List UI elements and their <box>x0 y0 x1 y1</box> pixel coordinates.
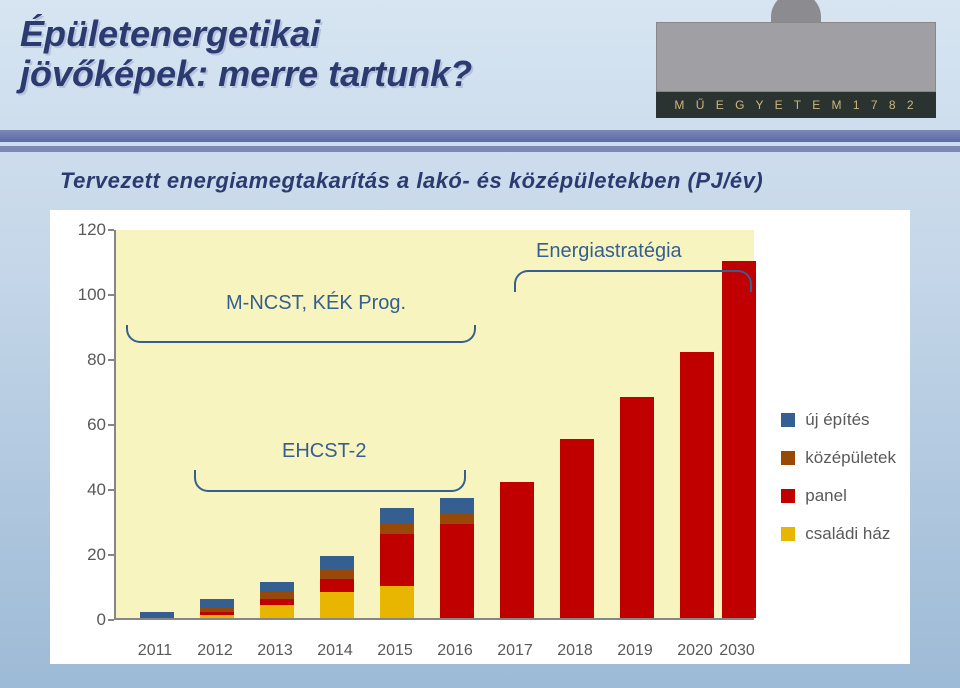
bar-segment-uj_epites <box>440 498 474 514</box>
curly-brace <box>194 470 466 492</box>
bar <box>200 599 234 619</box>
chart-annotation: EHCST-2 <box>282 440 366 463</box>
y-axis-label: 80 <box>60 350 106 370</box>
y-axis-label: 100 <box>60 285 106 305</box>
x-axis-label: 2017 <box>485 642 545 660</box>
curly-brace <box>514 270 752 292</box>
y-tick <box>108 489 114 491</box>
legend-item: családi ház <box>781 524 896 544</box>
x-axis-label: 2030 <box>707 642 767 660</box>
bar <box>500 482 534 619</box>
x-axis-label: 2012 <box>185 642 245 660</box>
curly-brace <box>126 325 476 343</box>
x-axis-label: 2018 <box>545 642 605 660</box>
slide-title: Épületenergetikai jövőképek: merre tartu… <box>20 14 472 93</box>
legend-item: új építés <box>781 410 896 430</box>
bar-segment-panel <box>440 524 474 618</box>
header-rule <box>0 130 960 142</box>
chart-subtitle: Tervezett energiamegtakarítás a lakó- és… <box>60 168 763 194</box>
legend-swatch <box>781 527 795 541</box>
x-axis-label: 2019 <box>605 642 665 660</box>
bar-segment-csaladi_haz <box>380 586 414 619</box>
bar-segment-panel <box>320 579 354 592</box>
bar-segment-panel <box>680 352 714 619</box>
bar <box>440 498 474 618</box>
bar <box>380 508 414 619</box>
legend-label: új építés <box>805 410 869 430</box>
bar-segment-panel <box>560 439 594 618</box>
legend-swatch <box>781 451 795 465</box>
y-axis-label: 20 <box>60 545 106 565</box>
bar <box>680 352 714 619</box>
logo-plaque: M Ű E G Y E T E M 1 7 8 2 <box>656 92 936 118</box>
bar <box>560 439 594 618</box>
title-line-2: jövőképek: merre tartunk? <box>20 54 472 94</box>
chart-plot-area: M-NCST, KÉK Prog. EHCST-2 Energiastratégia <box>114 230 754 620</box>
header-rule-thin <box>0 146 960 152</box>
legend-label: középületek <box>805 448 896 468</box>
university-logo: M Ű E G Y E T E M 1 7 8 2 <box>656 10 936 118</box>
x-axis-label: 2013 <box>245 642 305 660</box>
y-tick <box>108 424 114 426</box>
bar <box>620 397 654 618</box>
legend-item: középületek <box>781 448 896 468</box>
y-axis-label: 0 <box>60 610 106 630</box>
y-axis-label: 60 <box>60 415 106 435</box>
bar-segment-csaladi_haz <box>260 605 294 618</box>
chart-panel: M-NCST, KÉK Prog. EHCST-2 Energiastratégia… <box>50 210 910 664</box>
legend-item: panel <box>781 486 896 506</box>
y-tick <box>108 229 114 231</box>
bar-segment-panel <box>500 482 534 619</box>
bar-segment-panel <box>620 397 654 618</box>
title-line-1: Épületenergetikai <box>20 14 472 54</box>
bar-segment-uj_epites <box>140 612 174 619</box>
y-axis-label: 120 <box>60 220 106 240</box>
legend-swatch <box>781 489 795 503</box>
bar <box>260 582 294 618</box>
y-tick <box>108 619 114 621</box>
y-tick <box>108 294 114 296</box>
y-tick <box>108 554 114 556</box>
bar-segment-panel <box>722 261 756 619</box>
chart-annotation: M-NCST, KÉK Prog. <box>226 292 406 315</box>
x-axis-label: 2016 <box>425 642 485 660</box>
bar-segment-uj_epites <box>380 508 414 524</box>
bar <box>140 612 174 619</box>
bar-segment-kozepuletek <box>320 569 354 579</box>
x-axis-label: 2011 <box>125 642 185 660</box>
chart-legend: új építés középületek panel családi ház <box>781 410 896 562</box>
legend-label: panel <box>805 486 847 506</box>
bar-segment-csaladi_haz <box>320 592 354 618</box>
bar-segment-uj_epites <box>200 599 234 609</box>
bar <box>722 261 756 619</box>
y-tick <box>108 359 114 361</box>
x-axis-label: 2014 <box>305 642 365 660</box>
bar-segment-panel <box>380 534 414 586</box>
bar-segment-csaladi_haz <box>200 615 234 618</box>
legend-label: családi ház <box>805 524 890 544</box>
bar-segment-uj_epites <box>260 582 294 592</box>
bar-segment-uj_epites <box>320 556 354 569</box>
bar-segment-kozepuletek <box>440 514 474 524</box>
x-axis-label: 2015 <box>365 642 425 660</box>
bar-segment-kozepuletek <box>380 524 414 534</box>
chart-annotation: Energiastratégia <box>536 240 682 263</box>
bar <box>320 556 354 618</box>
legend-swatch <box>781 413 795 427</box>
y-axis-label: 40 <box>60 480 106 500</box>
